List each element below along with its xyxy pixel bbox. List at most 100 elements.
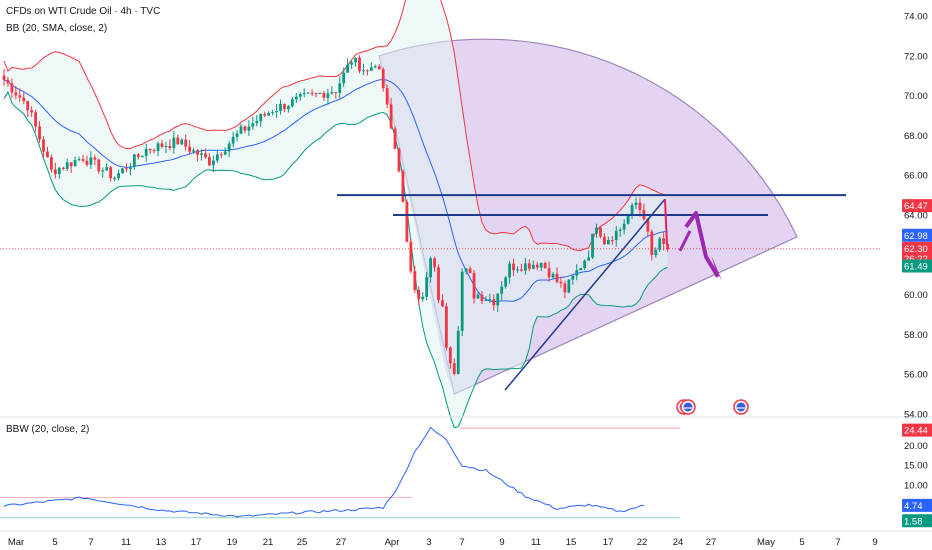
candle-body [223,151,227,155]
time-tick-label: 13 [156,537,167,548]
candle-body [156,143,160,152]
time-tick-label: 17 [603,537,614,548]
candle-body [136,154,140,157]
chart-title: CFDs on WTI Crude Oil · 4h · TVC [6,6,160,17]
candle-body [97,159,101,172]
bbw-tag-high-bg [902,423,932,437]
candle-body [464,268,468,272]
candle-body [504,277,508,287]
candle-body [219,154,223,156]
candle-body [65,162,69,169]
candle-body [385,88,389,105]
legend: CFDs on WTI Crude Oil · 4h · TVC BB (20,… [6,6,160,435]
candle-body [271,112,274,114]
candle-body [211,160,215,166]
candle-body [77,159,81,161]
candle-body [342,72,346,84]
time-tick-label: 17 [191,537,202,548]
bb-indicator-label: BB (20, SMA, close, 2) [6,23,107,34]
candle-body [42,139,45,152]
time-tick-label: 25 [297,537,308,548]
candle-body [259,114,263,122]
candle-body [476,294,480,299]
candle-body [302,92,306,94]
news-flag-core [683,402,693,412]
candle-body [148,148,152,151]
price-tick-label: 56.00 [904,370,928,381]
time-tick-label: 22 [637,537,648,548]
candle-body [306,92,310,94]
candle-body [472,273,476,299]
time-tick-label: 9 [499,537,504,548]
candle-body [362,70,365,72]
candle-body [358,57,361,72]
bbw-pane [0,416,932,519]
candle-body [610,240,614,242]
candle-body [421,296,425,300]
candle-body [196,150,199,155]
candle-body [441,300,444,307]
candle-body [634,202,638,206]
candle-body [496,293,500,306]
candle-body [34,112,37,127]
candle-body [93,157,97,160]
candle-body [531,264,535,269]
candle-body [53,169,57,175]
price-tag-lower-band-bg [902,259,932,273]
candle-body [492,299,496,306]
time-tick-label: Mar [8,537,24,548]
candle-body [662,238,666,244]
candle-body [251,123,255,127]
trend-line [504,198,666,391]
projection-arrowhead [711,254,722,281]
candle-body [85,160,89,165]
candle-body [18,95,22,98]
time-axis[interactable]: Mar 5 7 11 13 17 19 21 25 27 Apr 3 7 9 11 15 17 22 24 27 May… [0,530,932,548]
candle-body [618,229,622,231]
candle-body [460,271,464,331]
candle-body [567,279,571,293]
candle-body [255,121,259,124]
bbw-tick-label: 15.00 [904,461,928,472]
bbw-line [3,426,644,518]
candle-body [105,167,109,171]
price-tag-basis: 62.98 [902,228,932,242]
price-tag-basis-bg [902,228,932,242]
candle-body [239,126,243,134]
candle-body [626,215,630,224]
candle-body [429,258,432,278]
candle-body [2,75,6,80]
candle-body [599,227,602,237]
candle-body [144,148,148,156]
price-tick-label: 68.00 [904,131,928,142]
news-flag-core [736,402,746,412]
candle-body [571,275,575,280]
candle-body [393,128,397,149]
price-tick-label: 64.00 [904,211,928,222]
price-axis[interactable]: 54.0056.0058.0060.0062.0064.0066.0068.00… [902,12,932,528]
candle-body [22,97,26,102]
candle-body [208,157,211,166]
candle-body [508,263,511,278]
candle-body [81,159,85,161]
candle-body [73,160,77,167]
candle-body [445,306,448,348]
candle-body [650,231,654,256]
time-tick-label: 5 [799,537,804,548]
candle-body [227,143,231,152]
candle-body [480,294,484,301]
candle-body [452,363,456,374]
price-tag-lower-band: 61.49 [902,259,932,272]
candle-body [409,241,413,272]
candle-body [456,330,460,374]
time-tick-label: 5 [52,537,57,548]
candle-body [243,126,247,131]
trend-drawings[interactable] [0,194,880,415]
candle-body [50,157,53,170]
time-tick-label: 3 [426,537,431,548]
bbw-tick-label: 20.00 [904,441,928,452]
candle-body [437,267,440,301]
candle-body [622,223,626,230]
candle-body [551,273,555,278]
